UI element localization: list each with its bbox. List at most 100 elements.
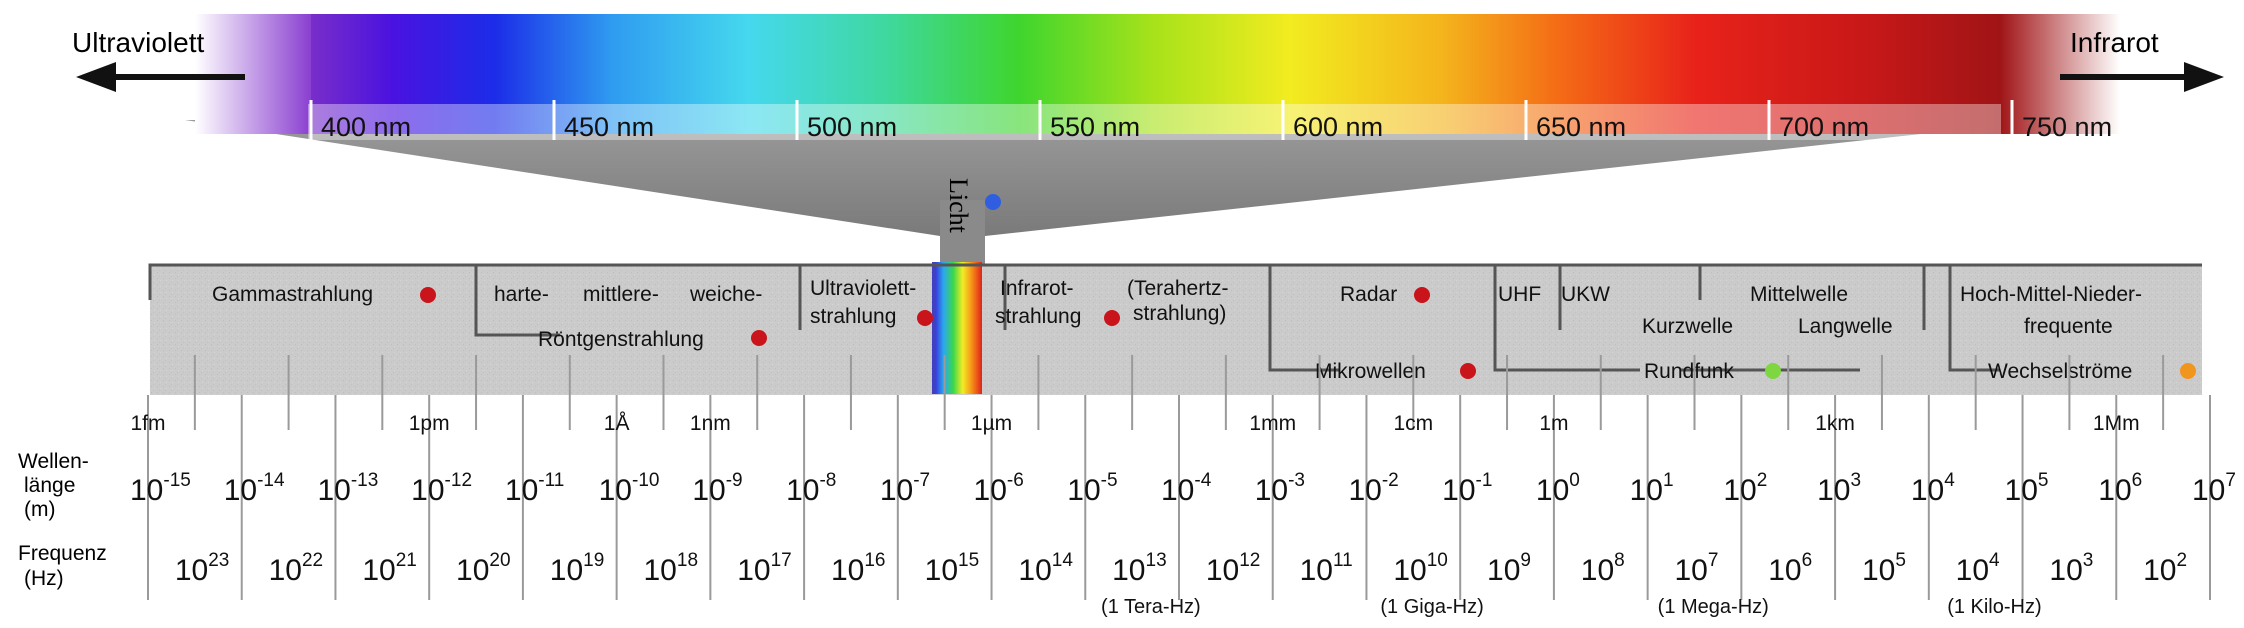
- frequency-row: 1023 1022 1021 1020 1019 1018 1017 1016 1015 1014…: [175, 550, 2187, 587]
- light-band: [934, 262, 982, 394]
- frequency-power: 1020: [456, 550, 511, 587]
- band-radar: Radar: [1340, 283, 1397, 306]
- frequency-label-2: (Hz): [24, 567, 64, 590]
- band-lf-1: Hoch-Mittel-Nieder-: [1960, 283, 2142, 306]
- wavelength-row: 10-15 10-14 10-13 10-12 10-11 10-10 10-9 10-8 10…: [130, 470, 2236, 507]
- unit-label: 1m: [1539, 412, 1568, 435]
- marker-xray: [751, 330, 767, 346]
- frequency-power: 1019: [550, 550, 605, 587]
- spectrum-tick-label: 500 nm: [807, 112, 897, 142]
- unit-label: 1Mm: [2093, 412, 2140, 435]
- band-wechsel: Wechselströme: [1988, 360, 2132, 383]
- band-region: [150, 265, 2202, 395]
- wavelength-power: 10-7: [880, 470, 930, 507]
- band-brackets: [148, 263, 2202, 372]
- spectrum-tick-label: 550 nm: [1050, 112, 1140, 142]
- unit-label: 1pm: [409, 412, 450, 435]
- wavelength-power: 10-6: [974, 470, 1024, 507]
- funnel-neck: [940, 200, 985, 264]
- band-kurzwelle: Kurzwelle: [1642, 315, 1733, 338]
- marker-radar: [1414, 287, 1430, 303]
- frequency-power: 107: [1675, 550, 1719, 587]
- frequency-power: 1018: [644, 550, 699, 587]
- spectrum-tick-label: 600 nm: [1293, 112, 1383, 142]
- band-ir-1: Infrarot-: [1000, 277, 1074, 300]
- wavelength-power: 107: [2192, 470, 2236, 507]
- wavelength-power: 10-13: [317, 470, 378, 507]
- wavelength-power: 10-5: [1067, 470, 1117, 507]
- unit-label: 1cm: [1393, 412, 1433, 435]
- wavelength-power: 10-11: [505, 470, 564, 507]
- wavelength-power: 101: [1630, 470, 1674, 507]
- band-uv-2: strahlung: [810, 305, 896, 328]
- wavelength-power: 10-4: [1161, 470, 1212, 507]
- frequency-notes: (1 Tera-Hz) (1 Giga-Hz) (1 Mega-Hz) (1 Kilo…: [1101, 596, 2042, 618]
- spectrum-label-band: [308, 104, 2001, 140]
- band-uv-1: Ultraviolett-: [810, 277, 916, 300]
- band-gamma: Gammastrahlung: [212, 283, 373, 306]
- wavelength-power: 10-9: [692, 470, 742, 507]
- frequency-note: (1 Giga-Hz): [1380, 596, 1483, 618]
- frequency-power: 1016: [831, 550, 886, 587]
- band-xray-soft: weiche-: [689, 283, 762, 306]
- wavelength-power: 10-14: [224, 470, 285, 507]
- wavelength-label-1: Wellen-: [18, 450, 89, 473]
- frequency-power: 1022: [269, 550, 324, 587]
- frequency-power: 1017: [737, 550, 792, 587]
- wavelength-power: 104: [1911, 470, 1955, 507]
- wavelength-label-2: länge: [24, 474, 75, 497]
- wavelength-power: 103: [1817, 470, 1861, 507]
- unit-label: 1µm: [971, 412, 1012, 435]
- unit-label: 1mm: [1249, 412, 1296, 435]
- band-mittelwelle: Mittelwelle: [1750, 283, 1848, 306]
- frequency-power: 108: [1581, 550, 1625, 587]
- unit-label: 1km: [1815, 412, 1855, 435]
- marker-microwave: [1460, 363, 1476, 379]
- wavelength-power: 10-8: [786, 470, 836, 507]
- spectrum-tick-label: 400 nm: [321, 112, 411, 142]
- scale-gridlines: [147, 355, 2211, 600]
- band-thz-1: (Terahertz-: [1127, 277, 1229, 300]
- frequency-power: 102: [2143, 550, 2187, 587]
- uv-arrow-label: Ultraviolett: [72, 27, 204, 58]
- marker-wechsel: [2180, 363, 2196, 379]
- unit-label: 1nm: [690, 412, 731, 435]
- spectrum-tick-label: 650 nm: [1536, 112, 1626, 142]
- frequency-label-1: Frequenz: [18, 542, 107, 565]
- light-marker: [985, 194, 1001, 210]
- frequency-power: 1013: [1112, 550, 1167, 587]
- frequency-power: 109: [1487, 550, 1531, 587]
- band-xray-mid: mittlere-: [583, 283, 659, 306]
- frequency-power: 103: [2049, 550, 2093, 587]
- frequency-note: (1 Mega-Hz): [1658, 596, 1769, 618]
- units-row: 1fm 1pm 1Å 1nm 1µm 1mm 1cm 1m 1km 1Mm: [130, 412, 2139, 435]
- marker-ir: [1104, 310, 1120, 326]
- band-ir-2: strahlung: [995, 305, 1081, 328]
- marker-gamma: [420, 287, 436, 303]
- frequency-power: 1021: [362, 550, 417, 587]
- marker-uv: [917, 310, 933, 326]
- band-ukw: UKW: [1561, 283, 1610, 306]
- band-rundfunk: Rundfunk: [1644, 360, 1734, 383]
- frequency-power: 1010: [1393, 550, 1448, 587]
- spectrum-tick-label: 750 nm: [2022, 112, 2112, 142]
- frequency-power: 104: [1956, 550, 2000, 587]
- band-uhf: UHF: [1498, 283, 1541, 306]
- wavelength-power: 10-15: [130, 470, 191, 507]
- band-thz-2: strahlung): [1133, 302, 1226, 325]
- spectrum-tick-label: 700 nm: [1779, 112, 1869, 142]
- frequency-power: 1015: [925, 550, 980, 587]
- marker-rundfunk: [1765, 363, 1781, 379]
- band-langwelle: Langwelle: [1798, 315, 1893, 338]
- spectrum-tick-label: 450 nm: [564, 112, 654, 142]
- wavelength-power: 102: [1723, 470, 1767, 507]
- frequency-power: 1023: [175, 550, 230, 587]
- band-microwave: Mikrowellen: [1315, 360, 1426, 383]
- frequency-power: 1012: [1206, 550, 1261, 587]
- wavelength-power: 100: [1536, 470, 1580, 507]
- band-lf-2: frequente: [2024, 315, 2113, 338]
- unit-label: 1fm: [130, 412, 165, 435]
- wavelength-power: 10-10: [599, 470, 660, 507]
